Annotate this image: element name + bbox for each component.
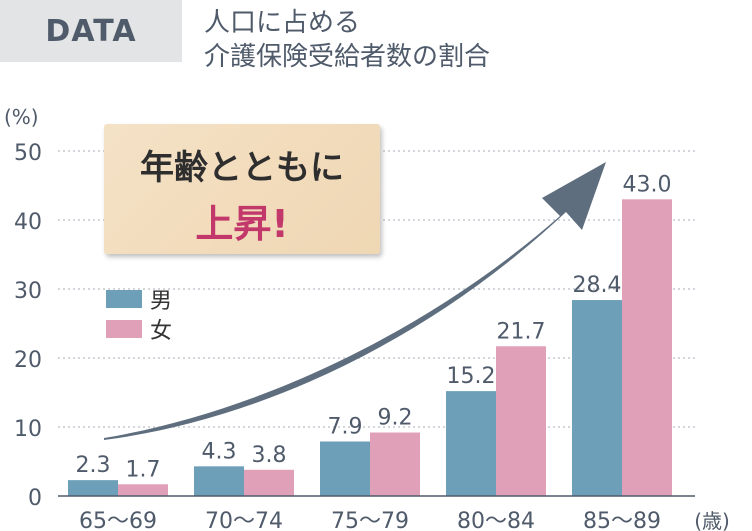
callout-line-2: 上昇! <box>195 202 289 246</box>
bar-female <box>244 469 294 496</box>
y-tick-label: 20 <box>14 348 42 373</box>
y-axis-label: (%) <box>4 105 39 129</box>
y-tick-label: 50 <box>14 141 42 166</box>
legend-swatch-female <box>106 320 142 338</box>
bar-female <box>622 199 672 497</box>
data-label: 3.8 <box>252 443 287 468</box>
legend-label-male: 男 <box>150 289 173 314</box>
bar-female <box>496 346 546 496</box>
data-label: 43.0 <box>623 172 672 197</box>
x-tick-label: 75〜79 <box>331 509 409 531</box>
x-tick-label: 85〜89 <box>583 509 661 531</box>
x-tick-label: 65〜69 <box>79 509 157 531</box>
legend-label-female: 女 <box>150 319 173 344</box>
bar-female <box>370 432 420 496</box>
data-badge: DATA <box>0 0 182 62</box>
y-tick-label: 30 <box>14 279 42 304</box>
bar-male <box>68 480 118 496</box>
data-label: 7.9 <box>328 414 363 439</box>
x-axis-label: (歳) <box>694 509 730 531</box>
legend-swatch-male <box>106 290 142 308</box>
data-label: 2.3 <box>76 453 111 478</box>
data-label: 28.4 <box>573 273 622 298</box>
y-tick-label: 0 <box>28 486 42 511</box>
bar-male <box>194 466 244 496</box>
bar-male <box>320 441 370 496</box>
bar-male <box>446 391 496 496</box>
data-label: 9.2 <box>378 406 413 431</box>
data-label: 4.3 <box>202 439 237 464</box>
bar-male <box>572 300 622 496</box>
data-label: 21.7 <box>497 319 546 344</box>
callout-line-1: 年齢とともに <box>140 148 344 188</box>
title-line-1: 人口に占める <box>204 8 361 38</box>
data-label: 1.7 <box>126 457 161 482</box>
chart-title: 人口に占める 介護保険受給者数の割合 <box>204 6 490 74</box>
data-label: 15.2 <box>447 364 496 389</box>
x-tick-label: 80〜84 <box>457 509 535 531</box>
legend-item-male: 男 <box>106 284 172 314</box>
legend: 男 女 <box>106 284 172 344</box>
x-tick-label: 70〜74 <box>205 509 283 531</box>
legend-item-female: 女 <box>106 314 172 344</box>
title-line-2: 介護保険受給者数の割合 <box>204 42 491 72</box>
bar-female <box>118 484 168 496</box>
y-tick-label: 40 <box>14 210 42 235</box>
callout-box: 年齢とともに 上昇! <box>104 124 380 254</box>
y-tick-label: 10 <box>14 417 42 442</box>
